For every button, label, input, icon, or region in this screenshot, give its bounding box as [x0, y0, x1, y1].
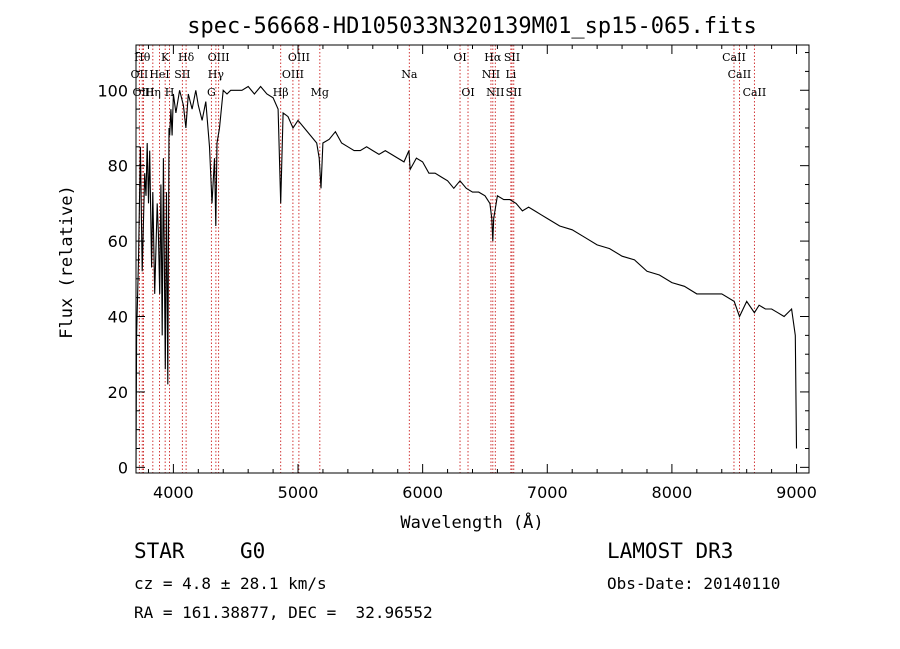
- spectral-line-label: Na: [401, 68, 418, 81]
- x-tick-label: 6000: [402, 483, 443, 502]
- y-tick-label: 60: [108, 232, 128, 251]
- spectral-line-label: Hθ: [134, 51, 151, 64]
- spectral-line-label: OI: [461, 86, 474, 99]
- x-tick-label: 9000: [776, 483, 817, 502]
- spectral-line-label: Hβ: [273, 86, 289, 99]
- spectral-line-label: OIII: [208, 51, 230, 64]
- spectral-line-label: SII: [174, 68, 190, 81]
- object-class: STAR: [134, 539, 185, 563]
- spectral-line-label: OI: [453, 51, 466, 64]
- spectral-line-label: Hδ: [178, 51, 195, 64]
- spectral-line-label: NII: [486, 86, 504, 99]
- x-tick-label: 7000: [527, 483, 568, 502]
- spectral-line-label: CaII: [722, 51, 746, 64]
- chart-title: spec-56668-HD105033N320139M01_sp15-065.f…: [187, 14, 757, 39]
- spectral-line-label: HeI: [149, 68, 169, 81]
- spectral-line-label: OIII: [132, 86, 154, 99]
- y-tick-label: 0: [118, 458, 128, 477]
- coordinates-readout: RA = 161.38877, DEC = 32.96552: [134, 603, 433, 622]
- spectral-line-markers: [138, 45, 755, 473]
- spectral-line-label: Hη: [145, 86, 161, 99]
- spectral-line-label: H: [165, 86, 175, 99]
- spectral-line-label: SII: [506, 86, 522, 99]
- spectral-line-label: OIII: [282, 68, 304, 81]
- redshift-readout: cz = 4.8 ± 28.1 km/s: [134, 574, 327, 593]
- spectral-line-label: SII: [504, 51, 520, 64]
- spectral-line-label: CaII: [728, 68, 752, 81]
- spectral-line-label: NII: [482, 68, 500, 81]
- y-tick-label: 80: [108, 157, 128, 176]
- y-tick-label: 40: [108, 308, 128, 327]
- y-tick-label: 100: [97, 81, 128, 100]
- spectral-line-label: OIII: [288, 51, 310, 64]
- spectral-line-label: Li: [505, 68, 516, 81]
- spectrum-line: [135, 85, 798, 468]
- x-tick-label: 4000: [153, 483, 194, 502]
- spectral-line-label: K: [161, 51, 170, 64]
- y-axis-label: Flux (relative): [57, 185, 77, 339]
- plot-frame: [135, 44, 810, 474]
- spectral-line-label: OII: [131, 68, 149, 81]
- spectral-line-labels: OIIHθOIIIHηHeIKHSIIHδGHγOIIIHβOIIIOIIIMg…: [131, 51, 767, 99]
- object-subclass: G0: [240, 539, 266, 563]
- x-tick-label: 5000: [278, 483, 319, 502]
- spectral-line-label: Hα: [484, 51, 502, 64]
- spectral-line-label: G: [207, 86, 216, 99]
- x-axis: 4000 5000 6000 7000 8000 9000: [147, 45, 817, 502]
- observation-date: Obs-Date: 20140110: [607, 574, 781, 593]
- y-axis: 0 20 40 60 80 100: [97, 52, 809, 477]
- spectral-line-label: CaII: [743, 86, 767, 99]
- spectral-line-label: Mg: [311, 86, 329, 99]
- y-tick-label: 20: [108, 383, 128, 402]
- survey-name: LAMOST DR3: [607, 539, 734, 563]
- x-axis-label: Wavelength (Å): [400, 511, 543, 533]
- x-tick-label: 8000: [652, 483, 693, 502]
- spectral-line-label: Hγ: [208, 68, 225, 81]
